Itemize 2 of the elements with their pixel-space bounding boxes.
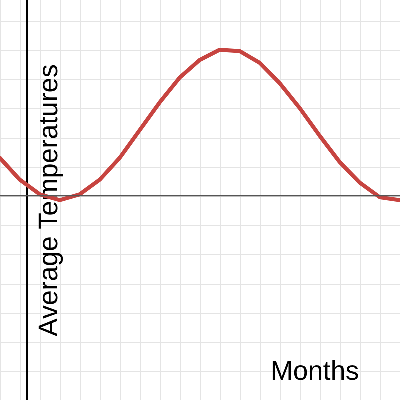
text: Months: [270, 356, 360, 386]
y-axis-title: Average Temperatures: [34, 64, 64, 337]
